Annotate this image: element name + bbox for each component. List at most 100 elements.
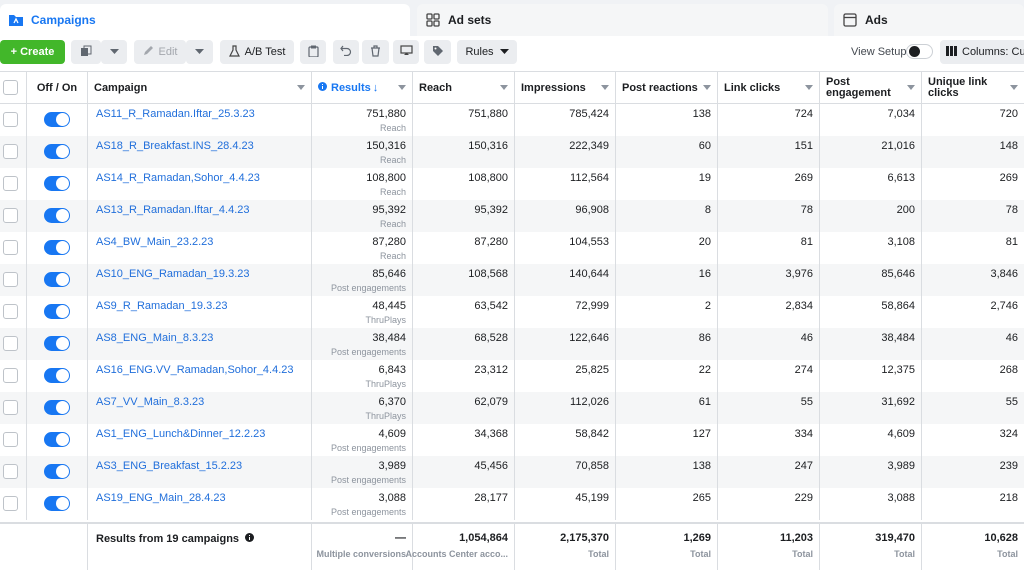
header-unique-link-clicks[interactable]: Unique link clicks <box>922 72 1024 104</box>
row-checkbox[interactable] <box>3 432 18 447</box>
row-checkbox[interactable] <box>3 496 18 511</box>
edit-dropdown-button[interactable] <box>186 40 213 64</box>
table-row[interactable]: AS9_R_Ramadan_19.3.23 48,445 ThruPlays 63,5… <box>0 296 1024 328</box>
row-checkbox[interactable] <box>3 368 18 383</box>
header-campaign[interactable]: Campaign <box>88 72 312 104</box>
sort-down-icon: ↓ <box>372 81 379 94</box>
row-checkbox[interactable] <box>3 240 18 255</box>
row-checkbox[interactable] <box>3 208 18 223</box>
table-row[interactable]: AS7_VV_Main_8.3.23 6,370 ThruPlays 62,079 11… <box>0 392 1024 424</box>
campaign-name-link[interactable]: AS8_ENG_Main_8.3.23 <box>88 328 312 360</box>
cell-results: 751,880 Reach <box>312 104 413 136</box>
table-row[interactable]: AS10_ENG_Ramadan_19.3.23 85,646 Post engag… <box>0 264 1024 296</box>
cell-value: 108,800 <box>468 172 508 184</box>
tab-ad-sets[interactable]: Ad sets <box>417 4 828 36</box>
campaign-toggle[interactable] <box>44 432 70 447</box>
clipboard-button[interactable] <box>300 40 326 64</box>
duplicate-dropdown-button[interactable] <box>101 40 127 64</box>
header-link-clicks[interactable]: Link clicks <box>718 72 820 104</box>
tab-ads[interactable]: Ads <box>834 4 1024 36</box>
campaign-name-link[interactable]: AS9_R_Ramadan_19.3.23 <box>88 296 312 328</box>
header-post-engagement[interactable]: Post engagement <box>820 72 922 104</box>
table-row[interactable]: AS14_R_Ramadan,Sohor_4.4.23 108,800 Reach 1… <box>0 168 1024 200</box>
campaign-name-link[interactable]: AS4_BW_Main_23.2.23 <box>88 232 312 264</box>
campaign-toggle[interactable] <box>44 400 70 415</box>
cell-results: 85,646 Post engagements <box>312 264 413 296</box>
cell-value: 151 <box>794 140 813 152</box>
cell-unique-link-clicks: 3,846 <box>922 264 1024 296</box>
campaign-name-link[interactable]: AS11_R_Ramadan.Iftar_25.3.23 <box>88 104 312 136</box>
campaign-toggle[interactable] <box>44 496 70 511</box>
cell-impressions: 112,564 <box>515 168 616 200</box>
campaign-toggle[interactable] <box>44 368 70 383</box>
cell-results: 6,843 ThruPlays <box>312 360 413 392</box>
campaign-toggle[interactable] <box>44 208 70 223</box>
campaign-toggle[interactable] <box>44 272 70 287</box>
campaign-toggle[interactable] <box>44 336 70 351</box>
view-setup-label: View Setup <box>851 46 907 58</box>
table-row[interactable]: AS3_ENG_Breakfast_15.2.23 3,989 Post engag… <box>0 456 1024 488</box>
row-checkbox[interactable] <box>3 400 18 415</box>
select-all-checkbox[interactable] <box>3 80 18 95</box>
row-checkbox[interactable] <box>3 272 18 287</box>
row-checkbox[interactable] <box>3 176 18 191</box>
campaign-toggle[interactable] <box>44 304 70 319</box>
campaign-name-link[interactable]: AS19_ENG_Main_28.4.23 <box>88 488 312 520</box>
flask-icon <box>228 44 240 60</box>
header-post-reactions[interactable]: Post reactions <box>616 72 718 104</box>
campaign-name-link[interactable]: AS10_ENG_Ramadan_19.3.23 <box>88 264 312 296</box>
cell-unique-link-clicks: 239 <box>922 456 1024 488</box>
campaign-name-link[interactable]: AS16_ENG.VV_Ramadan,Sohor_4.4.23 <box>88 360 312 392</box>
campaign-toggle[interactable] <box>44 464 70 479</box>
campaign-name-link[interactable]: AS13_R_Ramadan.Iftar_4.4.23 <box>88 200 312 232</box>
campaign-toggle[interactable] <box>44 112 70 127</box>
header-reach[interactable]: Reach <box>413 72 515 104</box>
cell-value: 72,999 <box>575 300 609 312</box>
undo-button[interactable] <box>333 40 359 64</box>
header-results[interactable]: Results ↓ <box>312 72 413 104</box>
tag-button[interactable] <box>424 40 451 64</box>
table-row[interactable]: AS18_R_Breakfast.INS_28.4.23 150,316 Reach… <box>0 136 1024 168</box>
cell-link-clicks: 229 <box>718 488 820 520</box>
create-button[interactable]: + Create <box>0 40 65 64</box>
duplicate-button[interactable] <box>71 40 101 64</box>
campaign-name-link[interactable]: AS1_ENG_Lunch&Dinner_12.2.23 <box>88 424 312 456</box>
rules-button[interactable]: Rules <box>457 40 517 64</box>
header-impressions[interactable]: Impressions <box>515 72 616 104</box>
campaign-toggle[interactable] <box>44 144 70 159</box>
cell-impressions: 112,026 <box>515 392 616 424</box>
campaign-name-link[interactable]: AS3_ENG_Breakfast_15.2.23 <box>88 456 312 488</box>
cell-value: 95,392 <box>474 204 508 216</box>
table-row[interactable]: AS19_ENG_Main_28.4.23 3,088 Post engagemen… <box>0 488 1024 520</box>
tab-bar: Campaigns Ad sets Ads <box>0 0 1024 36</box>
campaign-toggle[interactable] <box>44 240 70 255</box>
table-row[interactable]: AS11_R_Ramadan.Iftar_25.3.23 751,880 Reach… <box>0 104 1024 136</box>
cell-impressions: 58,842 <box>515 424 616 456</box>
table-row[interactable]: AS8_ENG_Main_8.3.23 38,484 Post engagement… <box>0 328 1024 360</box>
columns-button[interactable]: Columns: Cus <box>940 40 1024 64</box>
view-setup-toggle[interactable] <box>906 44 933 59</box>
delete-button[interactable] <box>362 40 389 64</box>
tab-campaigns[interactable]: Campaigns <box>0 4 410 36</box>
ab-test-button[interactable]: A/B Test <box>220 40 294 64</box>
campaign-name-link[interactable]: AS7_VV_Main_8.3.23 <box>88 392 312 424</box>
row-checkbox[interactable] <box>3 144 18 159</box>
row-checkbox[interactable] <box>3 464 18 479</box>
cell-value: 87,280 <box>474 236 508 248</box>
preview-button[interactable] <box>393 40 419 64</box>
row-checkbox[interactable] <box>3 304 18 319</box>
campaign-name-link[interactable]: AS14_R_Ramadan,Sohor_4.4.23 <box>88 168 312 200</box>
table-row[interactable]: AS4_BW_Main_23.2.23 87,280 Reach 87,280 104,… <box>0 232 1024 264</box>
row-checkbox[interactable] <box>3 112 18 127</box>
cell-post-engagement: 7,034 <box>820 104 922 136</box>
campaign-name-link[interactable]: AS18_R_Breakfast.INS_28.4.23 <box>88 136 312 168</box>
cell-value: 60 <box>698 140 711 152</box>
table-row[interactable]: AS16_ENG.VV_Ramadan,Sohor_4.4.23 6,843 Thr… <box>0 360 1024 392</box>
row-checkbox[interactable] <box>3 336 18 351</box>
table-row[interactable]: AS1_ENG_Lunch&Dinner_12.2.23 4,609 Post en… <box>0 424 1024 456</box>
edit-button[interactable]: Edit <box>134 40 186 64</box>
cell-value: 148 <box>999 140 1018 152</box>
cell-value: 3,989 <box>378 460 406 472</box>
table-row[interactable]: AS13_R_Ramadan.Iftar_4.4.23 95,392 Reach 95… <box>0 200 1024 232</box>
campaign-toggle[interactable] <box>44 176 70 191</box>
